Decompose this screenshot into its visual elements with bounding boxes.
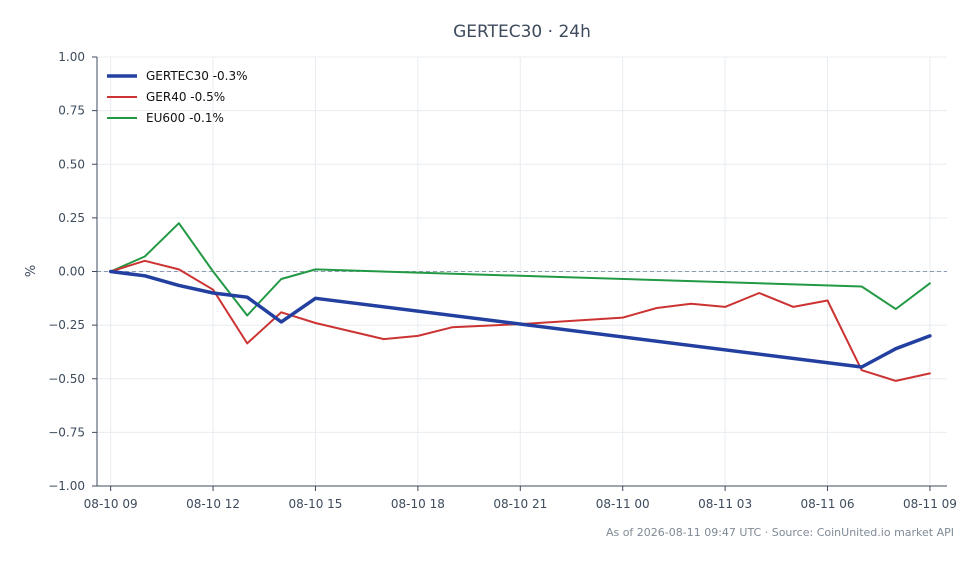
x-tick-label: 08-11 06: [801, 497, 855, 511]
y-tick-label: −0.50: [48, 372, 85, 386]
x-tick-label: 08-10 12: [186, 497, 240, 511]
y-tick-label: −0.75: [48, 425, 85, 439]
x-tick-label: 08-10 15: [288, 497, 342, 511]
source-footer: As of 2026-08-11 09:47 UTC · Source: Coi…: [605, 526, 954, 539]
series-line: [109, 222, 931, 317]
chart-title: GERTEC30 · 24h: [453, 22, 591, 42]
legend-label: GER40 -0.5%: [146, 90, 225, 104]
y-tick-label: −0.25: [48, 318, 85, 332]
y-tick-label: −1.00: [48, 479, 85, 493]
y-axis-label: %: [24, 265, 39, 277]
x-tick-label: 08-11 03: [698, 497, 752, 511]
y-tick-label: 0.75: [58, 104, 85, 118]
legend-label: EU600 -0.1%: [146, 111, 224, 125]
axes: [92, 56, 947, 491]
series-lines: [108, 222, 932, 382]
series-line: [108, 269, 932, 369]
y-tick-label: 1.00: [58, 50, 85, 64]
legend: GERTEC30 -0.3% GER40 -0.5% EU600 -0.1%: [107, 69, 248, 125]
x-tick-label: 08-10 21: [493, 497, 547, 511]
legend-label: GERTEC30 -0.3%: [146, 69, 248, 83]
y-tick-label: 0.50: [58, 157, 85, 171]
x-tick-label: 08-10 09: [84, 497, 138, 511]
y-tick-label: 0.25: [58, 211, 85, 225]
tick-labels: 1.00 0.75 0.50 0.25 0.00 −0.25 −0.50 −0.75 −1.00…: [48, 50, 957, 511]
x-tick-label: 08-10 18: [391, 497, 445, 511]
x-tick-label: 08-11 09: [903, 497, 957, 511]
x-tick-label: 08-11 00: [596, 497, 650, 511]
y-tick-label: 0.00: [58, 265, 85, 279]
